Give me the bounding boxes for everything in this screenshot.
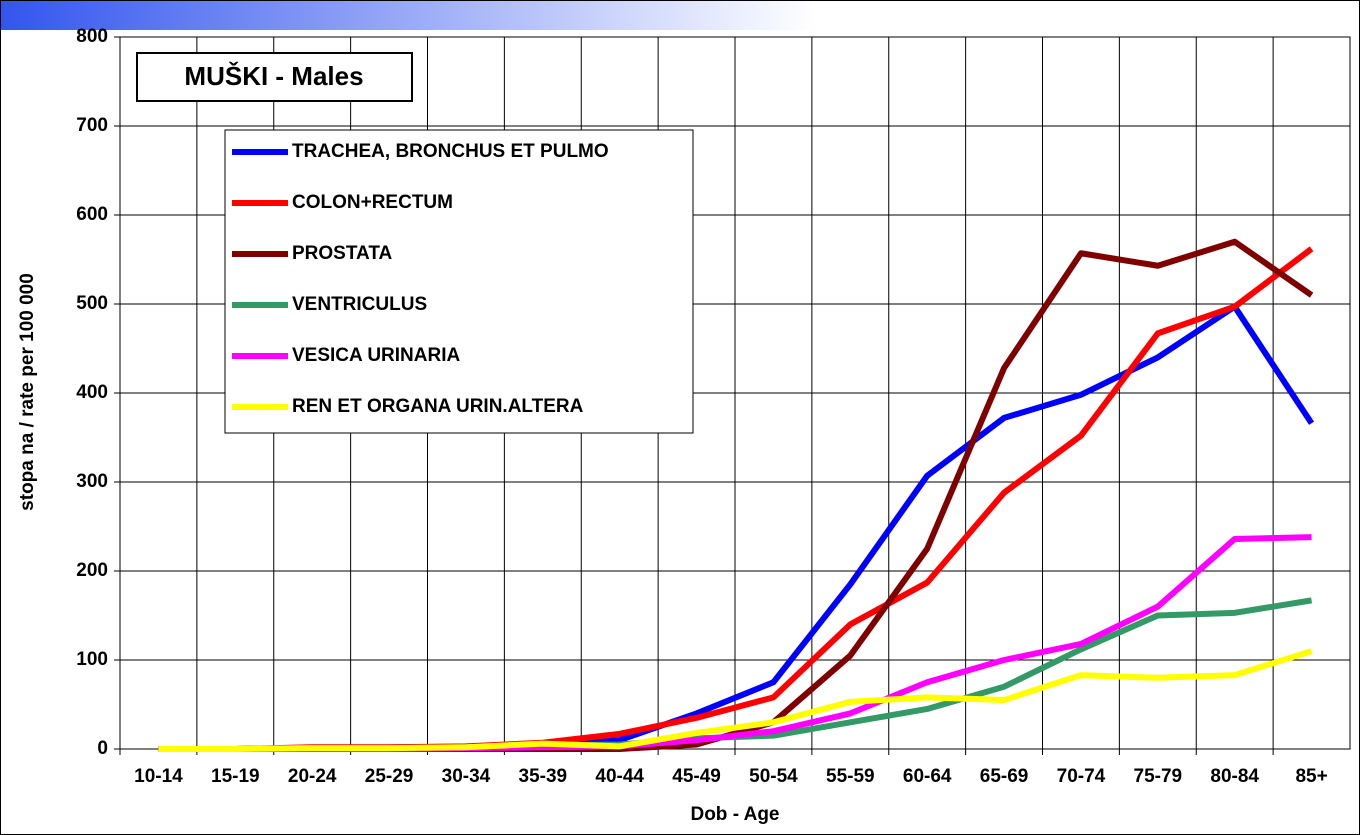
y-tick-label: 700: [76, 115, 108, 136]
x-tick-label: 70-74: [1057, 766, 1106, 787]
y-tick-label: 100: [76, 649, 108, 670]
x-tick-label: 75-79: [1134, 766, 1183, 787]
legend-label: PROSTATA: [292, 243, 393, 264]
x-axis-label: Dob - Age: [690, 804, 779, 825]
legend-label: VENTRICULUS: [292, 294, 427, 315]
legend-box: [224, 129, 694, 434]
x-tick-label: 65-69: [980, 766, 1029, 787]
header-gradient: [0, 0, 1360, 30]
legend-label: TRACHEA, BRONCHUS ET PULMO: [292, 141, 609, 162]
x-tick-label: 60-64: [903, 766, 952, 787]
series-line: [158, 648, 1313, 752]
title-box: [136, 52, 413, 102]
x-tick-label: 30-34: [442, 766, 491, 787]
y-tick-label: 600: [76, 204, 108, 225]
y-tick-label: 300: [76, 471, 108, 492]
x-tick-label: 20-24: [288, 766, 337, 787]
x-tick-label: 55-59: [826, 766, 875, 787]
x-tick-label: 25-29: [365, 766, 414, 787]
y-tick-label: 800: [76, 26, 108, 47]
legend-label: COLON+RECTUM: [292, 192, 453, 213]
y-axis-label: stopa na / rate per 100 000: [17, 273, 38, 511]
y-tick-label: 0: [97, 738, 108, 759]
chart-title: MUŠKI - Males: [184, 61, 363, 91]
x-tick-label: 10-14: [134, 766, 183, 787]
legend-label: VESICA URINARIA: [292, 345, 460, 366]
y-tick-label: 200: [76, 560, 108, 581]
x-tick-label: 80-84: [1210, 766, 1259, 787]
x-tick-label: 40-44: [595, 766, 644, 787]
y-tick-label: 400: [76, 382, 108, 403]
legend-label: REN ET ORGANA URIN.ALTERA: [292, 396, 584, 417]
x-tick-label: 50-54: [749, 766, 798, 787]
y-tick-label: 500: [76, 293, 108, 314]
x-tick-label: 35-39: [519, 766, 568, 787]
x-tick-label: 45-49: [672, 766, 721, 787]
x-tick-label: 15-19: [211, 766, 260, 787]
x-tick-label: 85+: [1295, 766, 1327, 787]
